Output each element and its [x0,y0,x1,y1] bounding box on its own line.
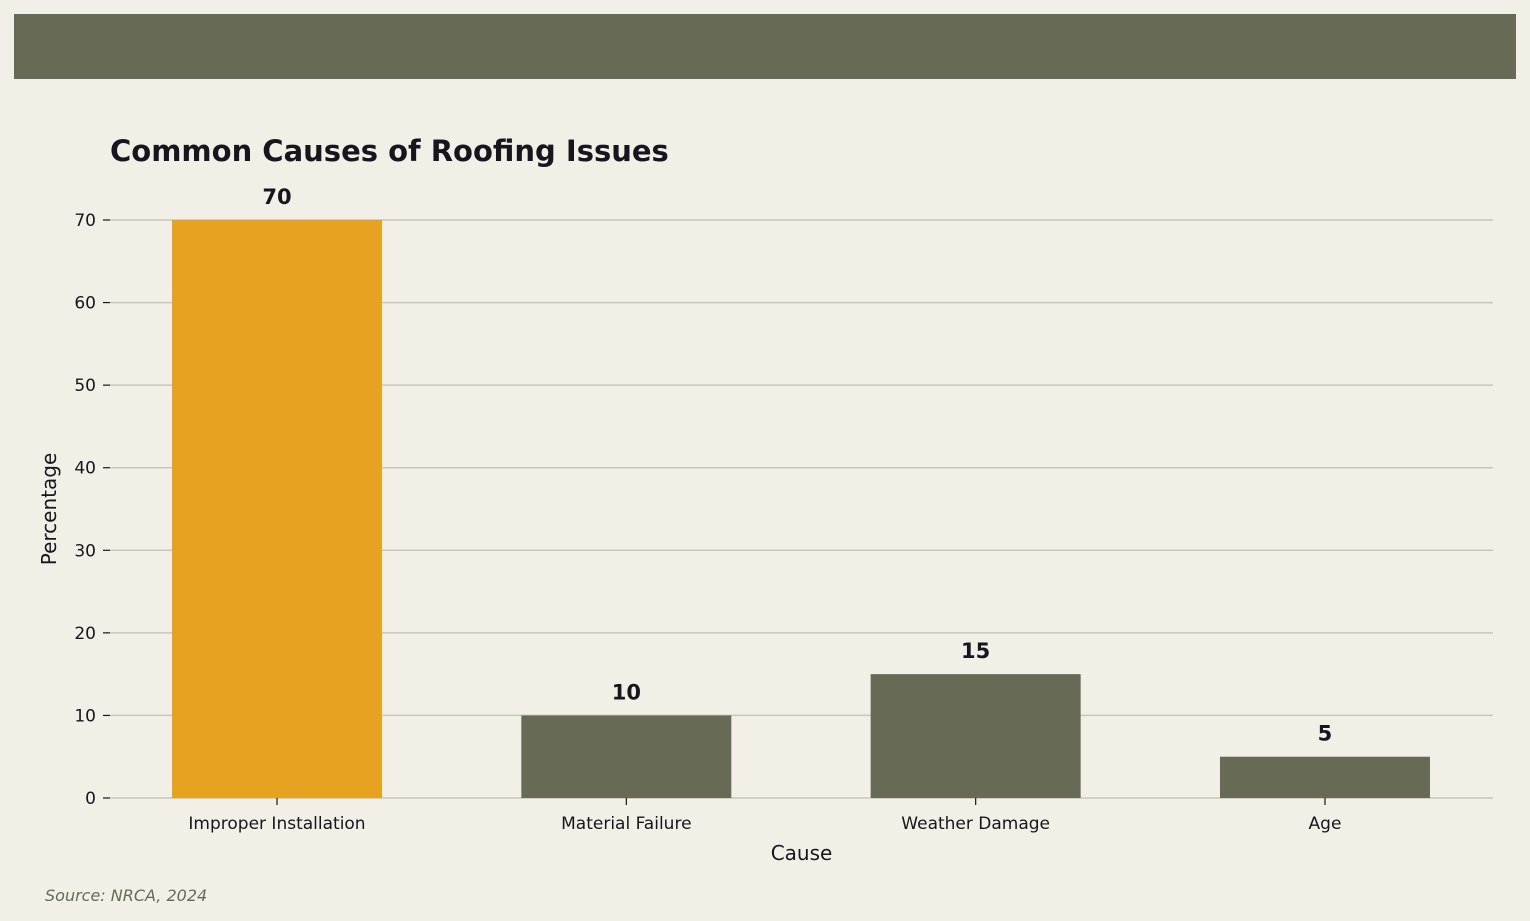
y-tick-label: 20 [74,624,96,644]
x-axis-label: Cause [771,841,833,865]
data-label: 10 [612,680,641,704]
bar [172,220,382,798]
y-tick-label: 40 [74,459,96,479]
bar [521,715,732,798]
y-tick-label: 60 [74,294,96,314]
chart-title: Common Causes of Roofing Issues [110,134,669,168]
header-band [14,14,1516,79]
data-label: 70 [262,185,291,209]
x-tick-label: Age [1309,814,1342,834]
source-note: Source: NRCA, 2024 [45,886,208,905]
data-label: 15 [961,639,990,663]
y-tick-label: 0 [85,789,96,809]
y-tick-label: 50 [74,376,96,396]
y-axis-label: Percentage [37,453,61,566]
y-tick-label: 70 [74,211,96,231]
x-tick-label: Weather Damage [901,814,1050,834]
data-label: 5 [1318,722,1333,746]
x-tick-label: Improper Installation [188,814,365,834]
x-tick-label: Material Failure [561,814,691,834]
y-tick-label: 10 [74,706,96,726]
bar [870,674,1081,798]
y-tick-label: 30 [74,541,96,561]
bar [1219,756,1430,798]
